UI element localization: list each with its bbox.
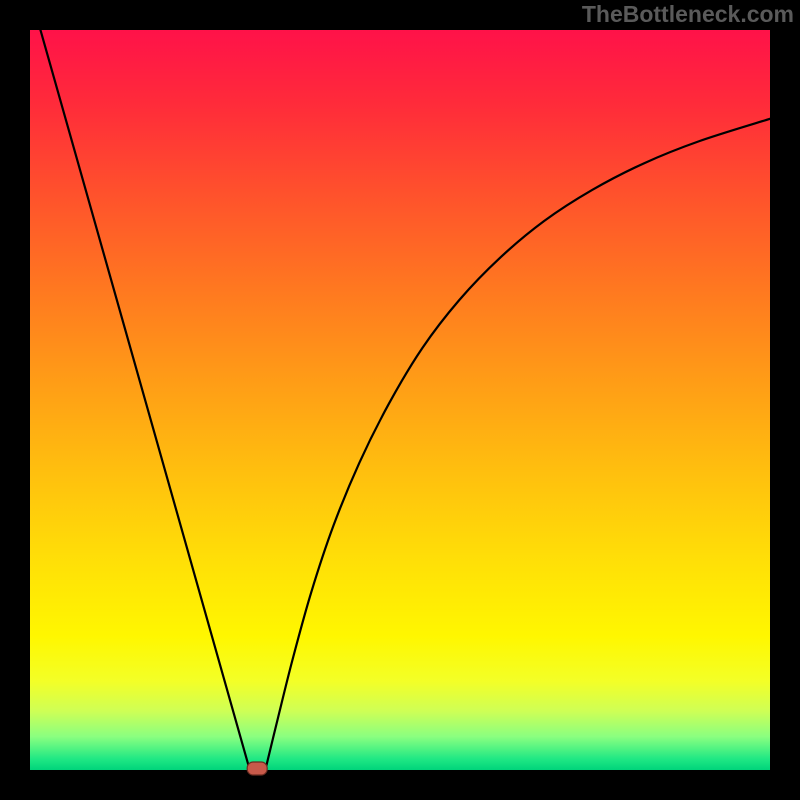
bottleneck-curve-chart — [0, 0, 800, 800]
optimum-marker — [247, 762, 267, 775]
watermark-text: TheBottleneck.com — [582, 1, 794, 28]
plot-background-gradient — [30, 30, 770, 770]
chart-container: TheBottleneck.com — [0, 0, 800, 800]
